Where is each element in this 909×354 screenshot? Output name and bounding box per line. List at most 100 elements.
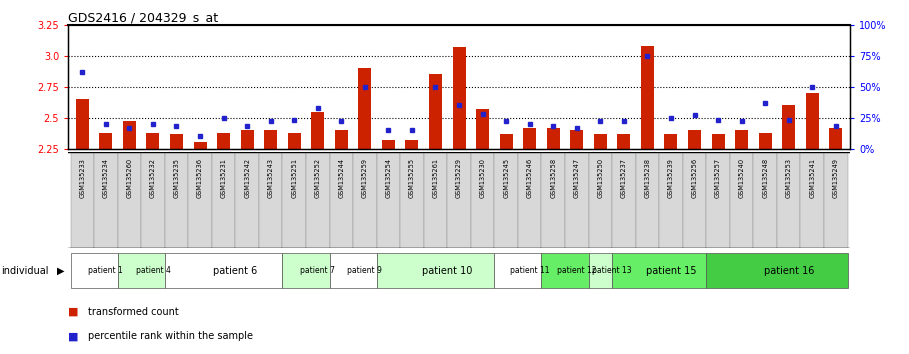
Bar <box>71 152 94 248</box>
Text: GSM135252: GSM135252 <box>315 158 321 198</box>
Bar <box>75 99 89 149</box>
Bar <box>588 253 612 288</box>
Text: GSM135248: GSM135248 <box>762 158 768 198</box>
Bar <box>283 253 330 288</box>
Bar <box>330 152 353 248</box>
Text: GSM135238: GSM135238 <box>644 158 651 198</box>
Text: GSM135254: GSM135254 <box>385 158 392 198</box>
Bar <box>570 130 584 149</box>
Bar <box>306 152 330 248</box>
Bar <box>664 134 677 149</box>
Text: patient 4: patient 4 <box>135 266 170 275</box>
Bar <box>518 152 542 248</box>
Bar <box>71 253 117 288</box>
Bar <box>358 68 372 149</box>
Bar <box>524 128 536 149</box>
Bar <box>382 140 395 149</box>
Text: percentile rank within the sample: percentile rank within the sample <box>88 331 254 341</box>
Bar <box>759 133 772 149</box>
Bar <box>235 152 259 248</box>
Bar <box>165 152 188 248</box>
Text: GSM135250: GSM135250 <box>597 158 604 198</box>
Bar <box>94 152 117 248</box>
Bar <box>259 152 283 248</box>
Bar <box>641 46 654 149</box>
Bar <box>123 121 135 149</box>
Bar <box>265 130 277 149</box>
Bar <box>376 152 400 248</box>
Bar <box>283 152 306 248</box>
Bar <box>783 105 795 149</box>
Text: ■: ■ <box>68 331 79 341</box>
Text: GSM135231: GSM135231 <box>221 158 226 198</box>
Bar <box>424 152 447 248</box>
Bar <box>376 253 494 288</box>
Text: transformed count: transformed count <box>88 307 179 316</box>
Text: GSM135237: GSM135237 <box>621 158 627 198</box>
Text: patient 1: patient 1 <box>88 266 124 275</box>
Text: GSM135233: GSM135233 <box>79 158 85 198</box>
Bar <box>612 253 706 288</box>
Bar <box>353 152 376 248</box>
Text: GSM135253: GSM135253 <box>785 158 792 198</box>
Bar <box>565 152 588 248</box>
Bar <box>546 128 560 149</box>
Bar <box>188 152 212 248</box>
Text: GSM135247: GSM135247 <box>574 158 580 198</box>
Bar <box>635 152 659 248</box>
Bar <box>165 253 283 288</box>
Bar <box>212 152 235 248</box>
Text: GSM135239: GSM135239 <box>668 158 674 198</box>
Bar <box>683 152 706 248</box>
Text: patient 16: patient 16 <box>764 266 814 276</box>
Bar <box>453 47 465 149</box>
Text: GSM135251: GSM135251 <box>291 158 297 198</box>
Text: patient 13: patient 13 <box>593 266 632 275</box>
Bar <box>777 152 801 248</box>
Text: ▶: ▶ <box>57 266 65 276</box>
Bar <box>141 152 165 248</box>
Bar <box>335 130 348 149</box>
Text: GSM135261: GSM135261 <box>433 158 438 198</box>
Text: GSM135240: GSM135240 <box>739 158 744 198</box>
Bar <box>170 134 183 149</box>
Bar <box>405 140 418 149</box>
Bar <box>588 152 612 248</box>
Text: GSM135260: GSM135260 <box>126 158 133 198</box>
Text: GSM135244: GSM135244 <box>338 158 345 198</box>
Bar <box>476 109 489 149</box>
Bar <box>311 112 325 149</box>
Text: GSM135257: GSM135257 <box>715 158 721 198</box>
Bar <box>494 152 518 248</box>
Text: patient 6: patient 6 <box>214 266 257 276</box>
Bar <box>471 152 494 248</box>
Bar <box>659 152 683 248</box>
Bar <box>706 152 730 248</box>
Bar <box>805 93 819 149</box>
Text: GSM135243: GSM135243 <box>267 158 274 198</box>
Bar <box>241 130 254 149</box>
Text: GDS2416 / 204329_s_at: GDS2416 / 204329_s_at <box>68 11 218 24</box>
Bar <box>194 143 206 149</box>
Bar <box>801 152 824 248</box>
Text: GSM135241: GSM135241 <box>809 158 815 198</box>
Bar <box>447 152 471 248</box>
Bar <box>117 152 141 248</box>
Bar <box>688 130 701 149</box>
Bar <box>400 152 424 248</box>
Bar <box>146 133 159 149</box>
Bar <box>99 133 113 149</box>
Bar <box>706 253 847 288</box>
Text: GSM135246: GSM135246 <box>526 158 533 198</box>
Bar <box>712 134 724 149</box>
Bar <box>429 74 442 149</box>
Bar <box>594 134 607 149</box>
Bar <box>500 134 513 149</box>
Bar <box>829 128 843 149</box>
Text: GSM135236: GSM135236 <box>197 158 203 198</box>
Text: ■: ■ <box>68 307 79 316</box>
Text: patient 9: patient 9 <box>347 266 383 275</box>
Bar <box>824 152 847 248</box>
Text: individual: individual <box>1 266 48 276</box>
Bar <box>542 253 588 288</box>
